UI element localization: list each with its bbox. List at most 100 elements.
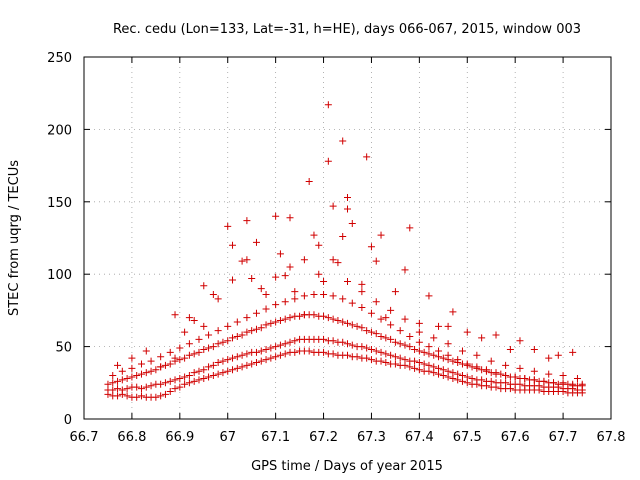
data-point [214,327,222,335]
data-point [209,290,217,298]
data-point [200,345,208,353]
data-point [545,370,553,378]
data-point [209,343,217,351]
data-point [252,238,260,246]
data-point [123,374,131,382]
data-point [181,328,189,336]
data-point [415,347,423,355]
data-point [114,385,122,393]
data-point [252,348,260,356]
data-point [276,250,284,258]
data-point [238,331,246,339]
data-point [157,363,165,371]
data-point [324,314,332,322]
data-point [444,351,452,359]
data-point [363,344,371,352]
data-point [166,377,174,385]
data-point [133,372,141,380]
data-point [281,315,289,323]
data-point [449,369,457,377]
tick-labels: 66.7 66.8 66.9 67 67.1 67.2 67.3 67.4 67.5 67.6 67… [47,51,625,445]
data-point [463,328,471,336]
data-point [185,351,193,359]
data-point [185,340,193,348]
data-point [276,317,284,325]
data-point [209,361,217,369]
data-point [190,369,198,377]
data-point [358,288,366,296]
y-tick-label: 250 [47,51,72,66]
data-point [229,366,237,374]
data-point [109,386,117,394]
data-point [324,157,332,165]
data-point [454,370,462,378]
data-point [415,366,423,374]
data-point [229,334,237,342]
data-point [281,298,289,306]
data-point [329,315,337,323]
data-point [267,319,275,327]
data-point [238,363,246,371]
data-point [425,292,433,300]
x-tick-label: 67.7 [549,430,578,445]
data-point [276,341,284,349]
data-point [114,377,122,385]
data-point [497,370,505,378]
data-point [406,343,414,351]
data-point [559,372,567,380]
data-point [320,335,328,343]
data-point [473,363,481,371]
data-point [109,379,117,387]
data-point [344,277,351,285]
data-point [367,345,375,353]
data-point [391,338,399,346]
data-point [463,360,471,368]
data-point [147,367,155,375]
data-point [530,345,538,353]
data-point [372,298,380,306]
data-point [430,351,438,359]
data-point [387,335,395,343]
data-point [171,311,179,319]
data-point [252,359,260,367]
data-point [176,344,184,352]
data-point [458,372,466,380]
data-point [123,385,131,393]
data-point [377,348,385,356]
data-point [262,356,270,364]
data-point [425,350,433,358]
data-point [344,205,351,213]
data-point [358,343,366,351]
data-point [420,360,428,368]
data-point [214,295,222,303]
data-point [382,350,390,358]
data-point [185,372,193,380]
data-point [262,321,270,329]
data-point [463,373,471,381]
data-point [272,301,280,309]
data-point [372,257,380,265]
data-point [195,335,203,343]
data-point [128,354,136,362]
data-point [185,379,193,387]
data-point [114,392,122,400]
data-point [118,367,126,375]
x-axis-label: GPS time / Days of year 2015 [251,459,443,474]
data-point [305,347,313,355]
data-point [257,347,265,355]
data-point [147,357,155,365]
data-point [128,373,136,381]
x-tick-label: 66.9 [165,430,194,445]
y-axis-label: STEC from uqrg / TECUs [7,160,22,316]
data-point [348,341,356,349]
data-point [272,212,280,220]
y-tick-label: 50 [55,341,72,356]
data-point [415,328,423,336]
x-tick-label: 67.6 [501,430,530,445]
data-point [473,351,481,359]
data-point [276,351,284,359]
data-point [281,340,289,348]
data-point [315,270,323,278]
data-point [161,361,169,369]
data-point [214,340,222,348]
